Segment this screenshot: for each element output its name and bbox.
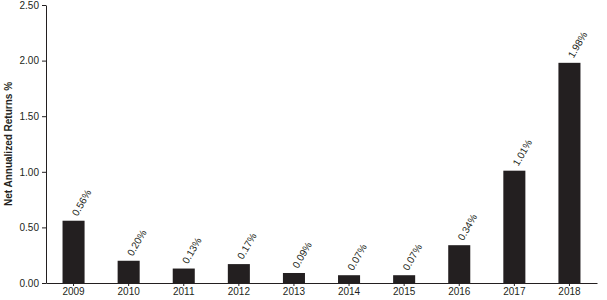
x-tick: 2011 <box>173 283 195 297</box>
data-label: 0.20% <box>125 228 149 258</box>
x-tick: 2016 <box>448 283 471 297</box>
y-axis-title: Net Annualized Returns % <box>3 82 14 206</box>
x-tick-label: 2010 <box>118 286 141 297</box>
y-tick-mark <box>42 227 46 228</box>
bar <box>503 171 525 283</box>
y-tick: 1.50 <box>20 111 46 122</box>
x-tick-label: 2016 <box>448 286 471 297</box>
x-tick: 2017 <box>503 283 526 297</box>
y-tick: 0.00 <box>20 278 46 289</box>
x-tick-label: 2012 <box>228 286 251 297</box>
x-tick: 2018 <box>558 283 581 297</box>
x-tick: 2015 <box>393 283 416 297</box>
data-label: 0.56% <box>70 188 94 218</box>
x-tick-label: 2011 <box>173 286 195 297</box>
x-tick: 2012 <box>228 283 251 297</box>
y-tick: 2.00 <box>20 55 46 66</box>
x-axis: 2009 2010 2011 2012 2013 2014 2015 2016 2017 2018 <box>47 283 598 297</box>
data-label: 0.07% <box>400 242 424 272</box>
x-tick-label: 2017 <box>503 286 526 297</box>
x-tick: 2013 <box>283 283 306 297</box>
y-tick-mark <box>42 61 46 62</box>
data-label: 0.34% <box>455 212 479 242</box>
bar <box>118 261 140 283</box>
data-label: 0.09% <box>290 240 314 270</box>
y-tick-label: 0.00 <box>20 278 40 289</box>
chart: 0.00 0.50 1.00 1.50 2.00 2.50 2009 2010 2011 2012… <box>0 0 607 300</box>
y-tick-mark <box>42 283 46 284</box>
x-tick-label: 2018 <box>558 286 581 297</box>
x-tick-label: 2015 <box>393 286 416 297</box>
y-axis: 0.00 0.50 1.00 1.50 2.00 2.50 <box>20 0 47 289</box>
data-label: 0.07% <box>345 242 369 272</box>
bars <box>63 63 581 283</box>
bar <box>338 275 360 283</box>
bar <box>448 245 470 283</box>
y-tick-label: 0.50 <box>20 222 40 233</box>
data-label: 1.01% <box>511 138 535 168</box>
data-label: 0.13% <box>180 235 204 265</box>
x-tick: 2009 <box>62 283 85 297</box>
x-tick-label: 2013 <box>283 286 306 297</box>
y-tick-mark <box>42 172 46 173</box>
y-tick: 0.50 <box>20 222 46 233</box>
y-tick-label: 2.00 <box>20 55 40 66</box>
data-labels: 0.56% 0.20% 0.13% 0.17% 0.09% 0.07% 0.07% 0.34%… <box>70 30 590 273</box>
y-tick-label: 2.50 <box>20 0 40 11</box>
y-tick: 2.50 <box>20 0 46 11</box>
bar <box>63 221 85 283</box>
y-tick: 1.00 <box>20 167 46 178</box>
y-axis-line <box>46 6 47 284</box>
data-label: 1.98% <box>566 30 590 60</box>
bar <box>173 269 195 283</box>
y-tick-label: 1.50 <box>20 111 40 122</box>
y-tick-mark <box>42 116 46 117</box>
bar <box>228 264 250 283</box>
x-tick-label: 2009 <box>62 286 85 297</box>
x-tick-label: 2014 <box>338 286 361 297</box>
y-tick-label: 1.00 <box>20 167 40 178</box>
x-tick: 2010 <box>118 283 141 297</box>
bar <box>558 63 580 283</box>
data-label: 0.17% <box>235 231 259 261</box>
bar <box>393 275 415 283</box>
bar <box>283 273 305 283</box>
y-tick-mark <box>42 5 46 6</box>
x-tick: 2014 <box>338 283 361 297</box>
